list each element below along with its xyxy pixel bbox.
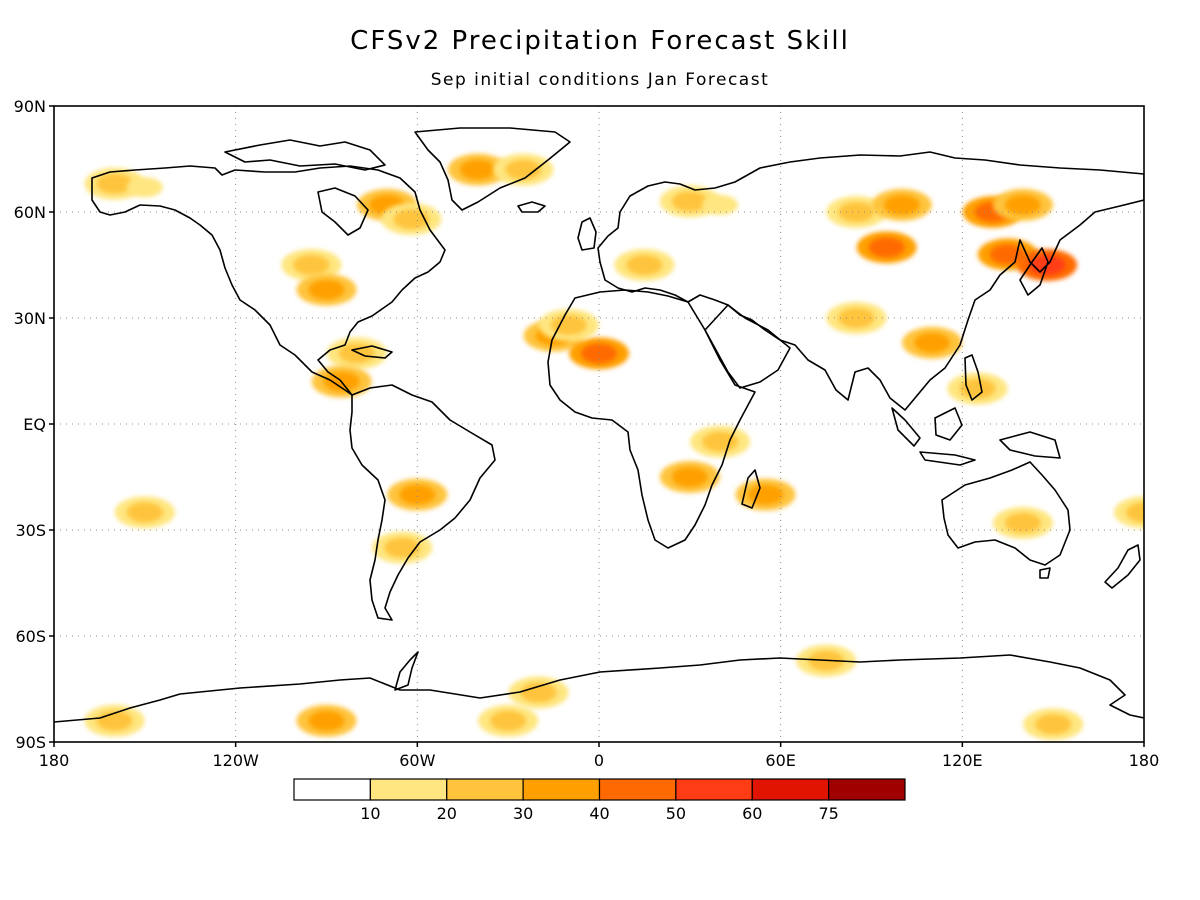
map-title: CFSv2 Precipitation Forecast Skill [350, 26, 850, 56]
coast-hudson-bay [317, 187, 369, 236]
lat-tick-label: 90S [15, 733, 46, 752]
coast-iceland [517, 201, 546, 213]
lat-tick-label: 30S [15, 521, 46, 540]
lon-tick-label: 60E [765, 751, 795, 770]
coast-cuba [351, 345, 393, 359]
skill-region [989, 244, 1026, 265]
colorbar-swatch [293, 778, 371, 801]
coast-south-america [349, 384, 496, 621]
colorbar-swatch [522, 778, 601, 801]
lat-tick-label: 90N [14, 97, 46, 116]
colorbar-swatch [446, 778, 524, 801]
coastlines [54, 127, 1144, 723]
colorbar-label: 10 [360, 804, 380, 823]
skill-region [393, 209, 430, 230]
skill-region [883, 194, 920, 215]
coast-north-america [91, 165, 446, 396]
coast-africa [547, 289, 756, 549]
skill-region [626, 255, 663, 275]
coast-antarctic-peninsula [394, 651, 419, 691]
skill-region [520, 682, 557, 703]
coast-new-guinea [999, 431, 1061, 459]
skill-region [126, 177, 163, 198]
skill-region [1004, 512, 1041, 533]
colorbar: 10 20 30 40 50 60 75 [293, 778, 906, 823]
skill-field [84, 153, 1144, 741]
colorbar-label: 60 [742, 804, 762, 823]
coast-sumatra [891, 407, 921, 447]
skill-region [838, 202, 875, 222]
coast-greenland [414, 127, 571, 211]
skill-region [1035, 714, 1072, 735]
skill-region [702, 431, 739, 452]
colorbar-swatch [751, 778, 830, 801]
map-subtitle: Sep initial conditions Jan Forecast [430, 70, 770, 90]
skill-region [838, 308, 875, 328]
skill-region [459, 159, 496, 180]
lat-tick-label: 30N [14, 309, 46, 328]
skill-region [96, 173, 133, 194]
latitude-labels: 90N 60N 30N EQ 30S 60S 90S [14, 97, 54, 752]
lat-tick-label: EQ [23, 415, 46, 434]
lon-tick-label: 180 [39, 751, 70, 770]
skill-region [505, 159, 542, 180]
colorbar-swatch [828, 778, 906, 801]
coast-borneo [934, 407, 963, 441]
skill-region [581, 343, 617, 364]
skill-region [293, 255, 330, 275]
colorbar-label: 75 [818, 804, 838, 823]
skill-region [399, 484, 436, 505]
lon-tick-label: 0 [594, 751, 604, 770]
coast-tasmania [1039, 567, 1051, 579]
colorbar-swatch [369, 778, 448, 801]
skill-region [308, 279, 345, 300]
colorbar-swatch [598, 778, 677, 801]
lon-tick-label: 120W [212, 751, 259, 770]
colorbar-label: 40 [589, 804, 609, 823]
lon-tick-label: 120E [942, 751, 983, 770]
skill-region [338, 343, 375, 364]
skill-region [702, 194, 739, 215]
coast-java [919, 451, 976, 466]
coast-philippines [964, 354, 983, 401]
coast-australia [941, 461, 1071, 566]
skill-region [308, 710, 345, 731]
skill-region [1004, 194, 1041, 215]
coast-arctic-islands [224, 139, 386, 171]
coast-japan [1019, 247, 1049, 296]
skill-region [914, 332, 951, 353]
skill-region [126, 502, 163, 523]
colorbar-label: 50 [666, 804, 686, 823]
coast-great-britain [577, 217, 597, 251]
skill-region [490, 710, 527, 731]
coast-new-zealand [1104, 544, 1141, 589]
lat-tick-label: 60S [15, 627, 46, 646]
coast-antarctica [54, 654, 1144, 723]
lon-tick-label: 60W [399, 751, 435, 770]
skill-region [550, 315, 587, 336]
skill-region [1126, 502, 1144, 523]
skill-region [868, 237, 905, 258]
colorbar-label: 20 [437, 804, 457, 823]
skill-region [959, 378, 996, 399]
coast-madagascar [741, 469, 761, 509]
colorbar-label: 30 [513, 804, 533, 823]
colorbar-swatch [675, 778, 753, 801]
lat-tick-label: 60N [14, 203, 46, 222]
skill-region [747, 484, 784, 505]
skill-region [671, 191, 708, 212]
longitude-labels: 180 120W 60W 0 60E 120E 180 [39, 742, 1160, 770]
lon-tick-label: 180 [1129, 751, 1160, 770]
skill-region [671, 467, 708, 487]
